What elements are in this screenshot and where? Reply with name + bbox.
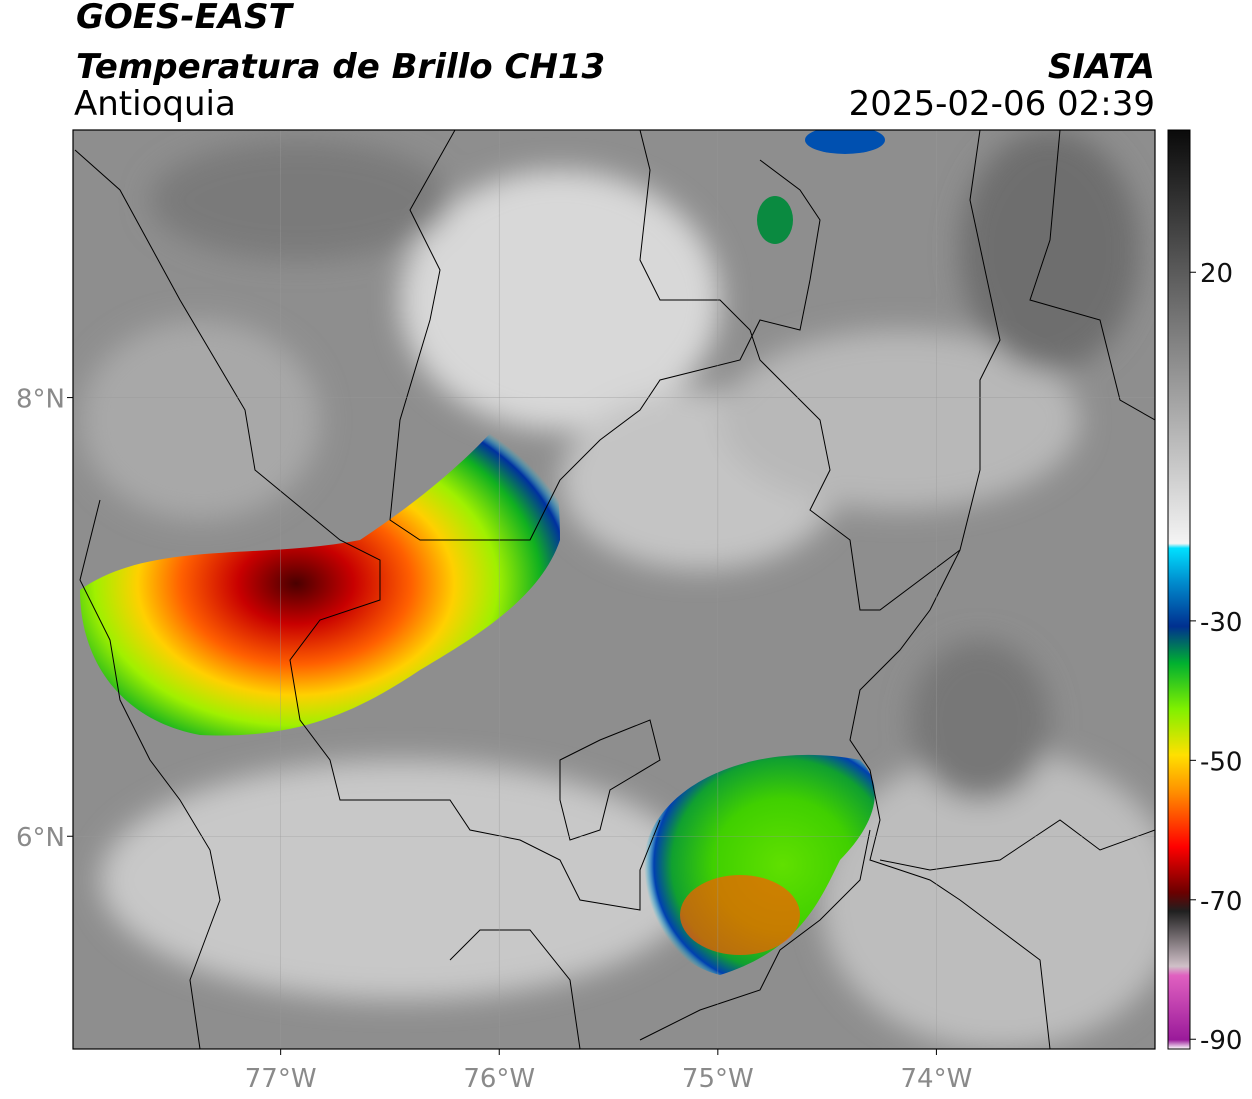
map-frame [72,129,1156,1050]
colorbar-label: -50 [1200,747,1242,777]
graticule [73,130,1155,1049]
lon-label: 75°W [682,1064,754,1094]
region: Antioquia [74,84,236,124]
colorbar [1167,129,1191,1050]
storm-core [680,875,800,955]
lon-label: 76°W [463,1064,535,1094]
source: SIATA [1048,47,1155,87]
colorbar-label: -30 [1200,608,1242,638]
lat-label: 6°N [16,823,65,853]
colorbar-label: -70 [1200,887,1242,917]
storm-cell [805,130,885,154]
colorbar-label: -90 [1200,1026,1242,1056]
title: GOES-EAST [76,0,295,37]
datetime: 2025-02-06 02:39 [849,84,1155,124]
borders [74,130,1155,1049]
cloud-texture [80,130,1155,1049]
storm-cell [80,397,560,736]
lon-label: 74°W [901,1064,973,1094]
lon-label: 77°W [245,1064,317,1094]
colorbar-label: 20 [1200,259,1233,289]
satellite-image [73,130,1155,1049]
storm-cell [757,196,793,244]
subtitle: Temperatura de Brillo CH13 [76,47,605,87]
lat-label: 8°N [16,385,65,415]
